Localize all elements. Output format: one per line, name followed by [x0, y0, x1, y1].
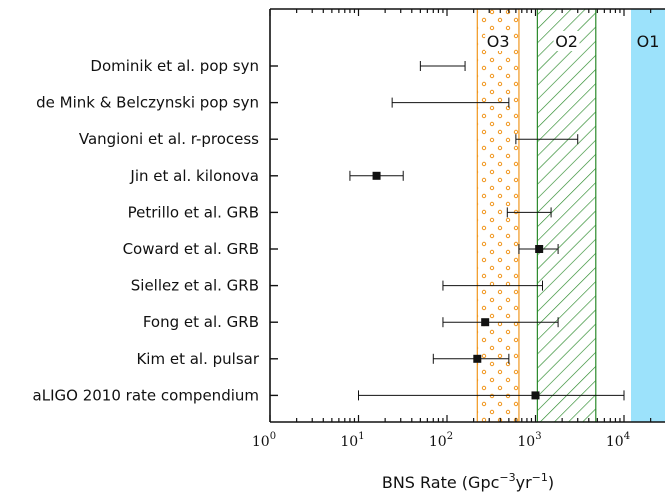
band-o2: [536, 9, 597, 422]
band-o1: [631, 9, 665, 422]
central-estimate-marker: [531, 391, 540, 400]
category-label: Jin et al. kilonova: [129, 167, 259, 185]
category-label: Kim et al. pulsar: [136, 350, 259, 368]
central-estimate-marker: [372, 171, 381, 180]
category-label: Siellez et al. GRB: [131, 277, 259, 295]
x-axis-label: BNS Rate (Gpc−3yr−1): [382, 471, 554, 492]
x-tick-label: 102: [429, 431, 453, 450]
category-label: aLIGO 2010 rate compendium: [33, 386, 259, 404]
category-label: Fong et al. GRB: [143, 313, 259, 331]
band-label-o1: O1: [637, 32, 660, 51]
x-tick-label: 103: [517, 431, 541, 450]
category-label: Petrillo et al. GRB: [128, 203, 259, 221]
band-label-o3: O3: [487, 32, 510, 51]
central-estimate-marker: [535, 245, 544, 253]
category-label: de Mink & Belczynski pop syn: [36, 94, 259, 112]
band-label-o2: O2: [555, 32, 578, 51]
central-estimate-marker: [481, 318, 490, 327]
x-tick-label: 104: [606, 431, 630, 450]
central-estimate-marker: [473, 354, 482, 363]
x-tick-label: 100: [252, 431, 276, 450]
x-axis-title: BNS Rate (Gpc−3yr−1): [382, 471, 554, 492]
x-tick-label: 101: [340, 431, 364, 450]
band-o3: [476, 9, 520, 422]
category-label: Vangioni et al. r-process: [79, 130, 259, 148]
category-label: Dominik et al. pop syn: [90, 57, 259, 75]
category-label: Coward et al. GRB: [123, 240, 259, 258]
